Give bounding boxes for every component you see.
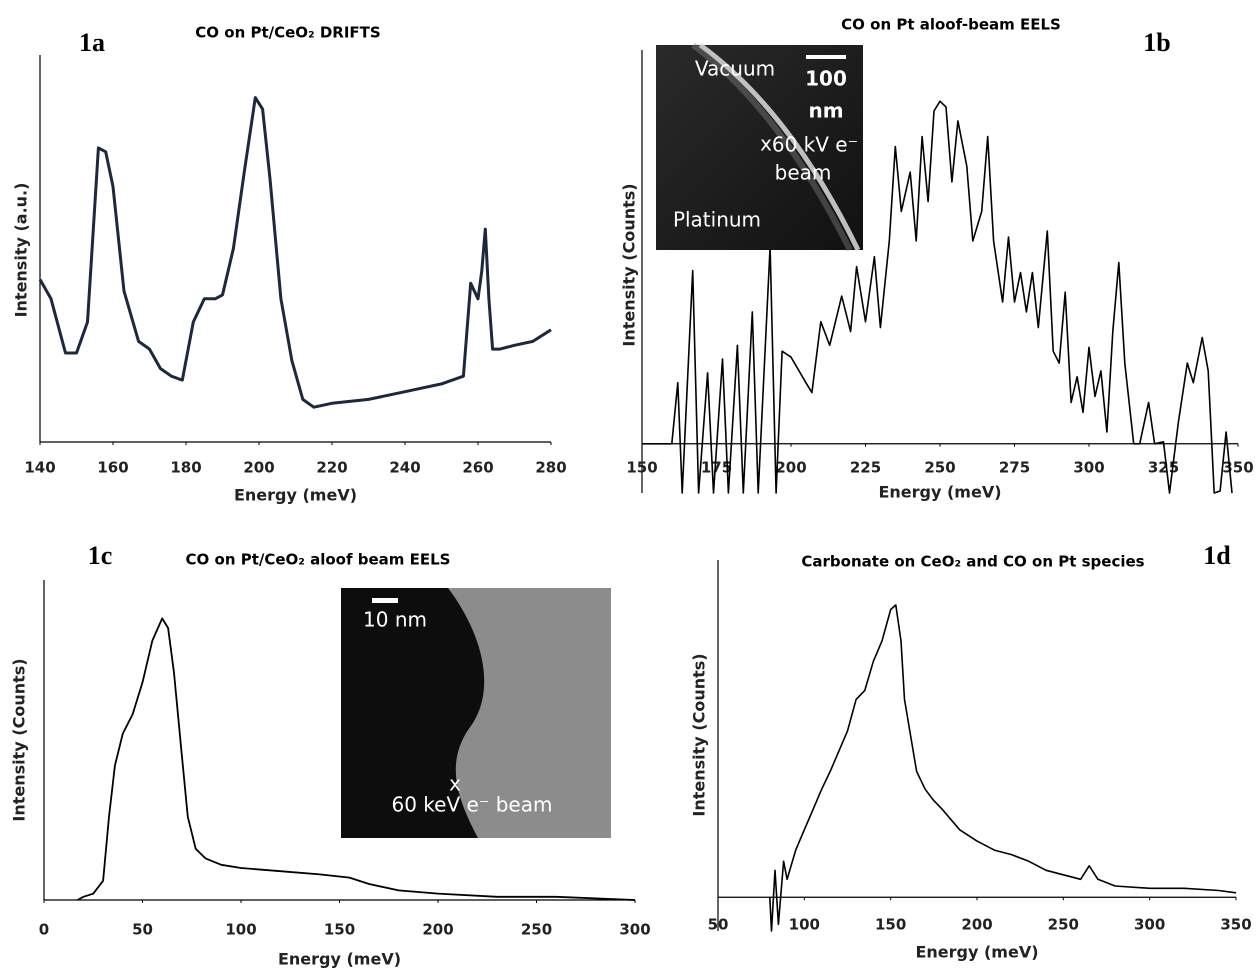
x-tick-label: 50 bbox=[708, 916, 729, 934]
x-tick-label: 180 bbox=[170, 459, 201, 477]
y-axis-title: Intensity (Counts) bbox=[690, 653, 709, 816]
inset-label: beam bbox=[775, 161, 832, 185]
x-tick-label: 200 bbox=[243, 459, 274, 477]
x-tick-label: 240 bbox=[389, 459, 420, 477]
inset-label: nm bbox=[808, 99, 843, 123]
x-tick-label: 250 bbox=[521, 921, 552, 939]
panel-label: 1c bbox=[88, 541, 113, 570]
x-tick-label: 325 bbox=[1148, 459, 1179, 477]
x-tick-label: 200 bbox=[961, 916, 992, 934]
x-tick-label: 280 bbox=[535, 459, 566, 477]
x-tick-label: 250 bbox=[1048, 916, 1079, 934]
inset-ceria bbox=[448, 588, 611, 838]
scale-bar bbox=[372, 598, 398, 603]
x-tick-label: 140 bbox=[24, 459, 55, 477]
inset-label: 10 nm bbox=[363, 608, 427, 632]
chart-panel: 150 175 200 225 250 275 300 325 350 Energy (meV) I… bbox=[620, 16, 1254, 502]
x-tick-label: 350 bbox=[1222, 459, 1253, 477]
chart-title: CO on Pt/CeO₂ DRIFTS bbox=[195, 24, 380, 42]
x-tick-label: 220 bbox=[316, 459, 347, 477]
inset-label: 100 bbox=[805, 67, 847, 91]
x-tick-label: 175 bbox=[701, 459, 732, 477]
plots: 140 160 180 200 220 240 260 280 Energy (meV) Inte… bbox=[10, 16, 1254, 969]
inset-label: 60 kV e⁻ bbox=[772, 133, 858, 157]
x-tick-label: 100 bbox=[225, 921, 256, 939]
x-tick-label: 225 bbox=[850, 459, 881, 477]
x-tick-label: 200 bbox=[422, 921, 453, 939]
chart-title: CO on Pt aloof-beam EELS bbox=[841, 16, 1061, 34]
y-axis-title: Intensity (a.u.) bbox=[12, 183, 31, 318]
inset-edge bbox=[698, 42, 861, 252]
x-tick-label: 160 bbox=[97, 459, 128, 477]
x-tick-label: 300 bbox=[1134, 916, 1165, 934]
x-tick-label: 300 bbox=[619, 921, 650, 939]
inset-background bbox=[656, 45, 863, 250]
chart-title: Carbonate on CeO₂ and CO on Pt species bbox=[801, 553, 1144, 571]
x-axis-title: Energy (meV) bbox=[878, 483, 1001, 502]
x-tick-label: 300 bbox=[1073, 459, 1104, 477]
x-tick-label: 200 bbox=[775, 459, 806, 477]
x-tick-label: 150 bbox=[875, 916, 906, 934]
inset-label: Platinum bbox=[673, 208, 761, 232]
inset-image-1c: 10 nm x 60 keV e⁻ beam bbox=[341, 588, 611, 838]
x-axis-title: Energy (meV) bbox=[278, 950, 401, 969]
x-tick-label: 250 bbox=[924, 459, 955, 477]
x-tick-label: 50 bbox=[132, 921, 153, 939]
inset-edge-glow bbox=[691, 42, 853, 252]
data-line bbox=[769, 604, 1237, 932]
chart-panel: 0 50 100 150 200 250 300 Energy (meV) Intensity … bbox=[10, 541, 651, 969]
chart-panel: 50 100 150 200 250 300 350 Energy (meV) Intensit… bbox=[690, 541, 1252, 962]
inset-label: x bbox=[760, 132, 772, 156]
panel-label: 1a bbox=[79, 28, 105, 57]
x-tick-label: 0 bbox=[39, 921, 49, 939]
x-tick-label: 150 bbox=[324, 921, 355, 939]
inset-label: 60 keV e⁻ beam bbox=[392, 793, 553, 817]
y-axis-title: Intensity (Counts) bbox=[10, 658, 29, 821]
x-tick-label: 100 bbox=[789, 916, 820, 934]
x-axis-title: Energy (meV) bbox=[234, 486, 357, 505]
x-tick-label: 350 bbox=[1220, 916, 1251, 934]
inset-label: Vacuum bbox=[695, 57, 775, 81]
x-tick-label: 260 bbox=[462, 459, 493, 477]
chart-panel: 140 160 180 200 220 240 260 280 Energy (meV) Inte… bbox=[12, 24, 567, 505]
inset-label: x bbox=[449, 772, 461, 796]
data-line bbox=[77, 617, 636, 901]
x-axis-title: Energy (meV) bbox=[915, 943, 1038, 962]
inset-image-1b: Vacuum 100 nm x 60 kV e⁻ beam Platinum bbox=[656, 42, 863, 252]
y-axis-title: Intensity (Counts) bbox=[620, 183, 639, 346]
x-tick-label: 275 bbox=[999, 459, 1030, 477]
data-line bbox=[38, 96, 552, 409]
data-line bbox=[642, 100, 1233, 494]
panel-label: 1b bbox=[1143, 28, 1170, 57]
chart-title: CO on Pt/CeO₂ aloof beam EELS bbox=[186, 551, 451, 569]
x-tick-label: 150 bbox=[626, 459, 657, 477]
panel-label: 1d bbox=[1203, 541, 1231, 570]
